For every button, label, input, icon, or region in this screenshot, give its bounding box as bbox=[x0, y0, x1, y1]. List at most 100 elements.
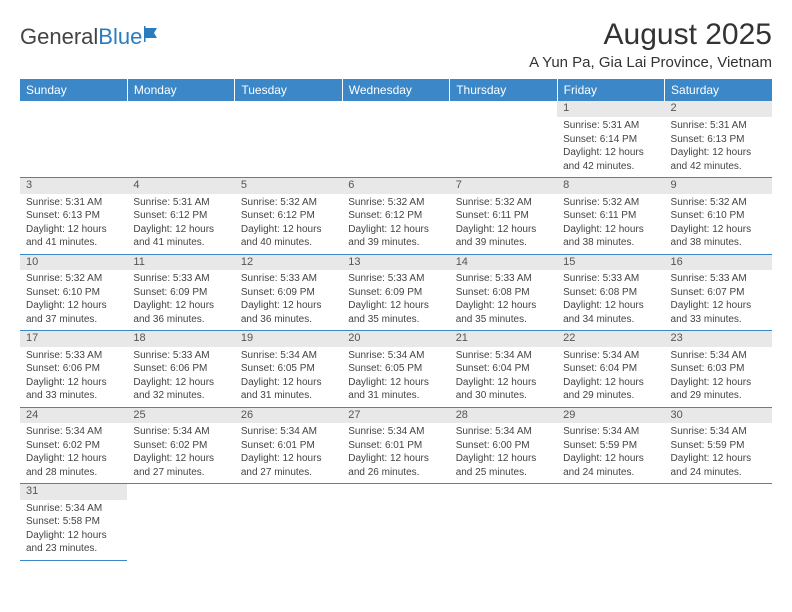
daylight-line: Daylight: 12 hours and 35 minutes. bbox=[348, 299, 443, 326]
sunrise-line: Sunrise: 5:33 AM bbox=[133, 272, 228, 286]
sunset-line: Sunset: 6:13 PM bbox=[26, 209, 121, 223]
daylight-line: Daylight: 12 hours and 24 minutes. bbox=[563, 452, 658, 479]
daylight-line: Daylight: 12 hours and 29 minutes. bbox=[671, 376, 766, 403]
day-number: 11 bbox=[127, 254, 234, 270]
day-cell bbox=[342, 117, 449, 178]
sunset-line: Sunset: 6:08 PM bbox=[456, 286, 551, 300]
day-cell: Sunrise: 5:34 AMSunset: 6:05 PMDaylight:… bbox=[235, 347, 342, 408]
weekday-header: Sunday bbox=[20, 79, 127, 101]
sunrise-line: Sunrise: 5:33 AM bbox=[348, 272, 443, 286]
day-number: 28 bbox=[450, 407, 557, 423]
day-number: 10 bbox=[20, 254, 127, 270]
sunset-line: Sunset: 6:12 PM bbox=[348, 209, 443, 223]
daylight-line: Daylight: 12 hours and 37 minutes. bbox=[26, 299, 121, 326]
month-title: August 2025 bbox=[529, 18, 772, 52]
sunset-line: Sunset: 5:58 PM bbox=[26, 515, 121, 529]
day-cell bbox=[127, 500, 234, 561]
sunrise-line: Sunrise: 5:31 AM bbox=[671, 119, 766, 133]
sunrise-line: Sunrise: 5:34 AM bbox=[563, 349, 658, 363]
sunrise-line: Sunrise: 5:31 AM bbox=[26, 196, 121, 210]
sunrise-line: Sunrise: 5:31 AM bbox=[563, 119, 658, 133]
sunrise-line: Sunrise: 5:32 AM bbox=[671, 196, 766, 210]
day-number: 29 bbox=[557, 407, 664, 423]
title-block: August 2025 A Yun Pa, Gia Lai Province, … bbox=[529, 18, 772, 71]
daylight-line: Daylight: 12 hours and 36 minutes. bbox=[241, 299, 336, 326]
daylight-line: Daylight: 12 hours and 25 minutes. bbox=[456, 452, 551, 479]
day-number: 22 bbox=[557, 331, 664, 347]
sunrise-line: Sunrise: 5:33 AM bbox=[563, 272, 658, 286]
day-cell: Sunrise: 5:34 AMSunset: 6:02 PMDaylight:… bbox=[127, 423, 234, 484]
daylight-line: Daylight: 12 hours and 33 minutes. bbox=[671, 299, 766, 326]
sunrise-line: Sunrise: 5:31 AM bbox=[133, 196, 228, 210]
daylight-line: Daylight: 12 hours and 30 minutes. bbox=[456, 376, 551, 403]
sunrise-line: Sunrise: 5:34 AM bbox=[26, 502, 121, 516]
day-cell: Sunrise: 5:33 AMSunset: 6:08 PMDaylight:… bbox=[557, 270, 664, 331]
sunset-line: Sunset: 6:07 PM bbox=[671, 286, 766, 300]
day-cell: Sunrise: 5:33 AMSunset: 6:06 PMDaylight:… bbox=[20, 347, 127, 408]
day-cell: Sunrise: 5:32 AMSunset: 6:10 PMDaylight:… bbox=[665, 194, 772, 255]
content-row: Sunrise: 5:32 AMSunset: 6:10 PMDaylight:… bbox=[20, 270, 772, 331]
location: A Yun Pa, Gia Lai Province, Vietnam bbox=[529, 54, 772, 71]
day-cell: Sunrise: 5:34 AMSunset: 6:04 PMDaylight:… bbox=[557, 347, 664, 408]
day-cell bbox=[450, 117, 557, 178]
day-cell bbox=[20, 117, 127, 178]
daylight-line: Daylight: 12 hours and 38 minutes. bbox=[671, 223, 766, 250]
sunrise-line: Sunrise: 5:34 AM bbox=[26, 425, 121, 439]
sunrise-line: Sunrise: 5:33 AM bbox=[241, 272, 336, 286]
day-number: 26 bbox=[235, 407, 342, 423]
sunset-line: Sunset: 5:59 PM bbox=[563, 439, 658, 453]
day-cell bbox=[342, 500, 449, 561]
sunset-line: Sunset: 6:09 PM bbox=[241, 286, 336, 300]
sunset-line: Sunset: 5:59 PM bbox=[671, 439, 766, 453]
sunrise-line: Sunrise: 5:33 AM bbox=[671, 272, 766, 286]
content-row: Sunrise: 5:34 AMSunset: 5:58 PMDaylight:… bbox=[20, 500, 772, 561]
sunset-line: Sunset: 6:01 PM bbox=[348, 439, 443, 453]
sunrise-line: Sunrise: 5:32 AM bbox=[241, 196, 336, 210]
sunset-line: Sunset: 6:12 PM bbox=[241, 209, 336, 223]
sunset-line: Sunset: 6:02 PM bbox=[26, 439, 121, 453]
sunrise-line: Sunrise: 5:34 AM bbox=[456, 425, 551, 439]
day-cell: Sunrise: 5:34 AMSunset: 5:59 PMDaylight:… bbox=[665, 423, 772, 484]
weekday-header: Monday bbox=[127, 79, 234, 101]
daylight-line: Daylight: 12 hours and 27 minutes. bbox=[241, 452, 336, 479]
daylight-line: Daylight: 12 hours and 35 minutes. bbox=[456, 299, 551, 326]
sunrise-line: Sunrise: 5:32 AM bbox=[348, 196, 443, 210]
day-cell: Sunrise: 5:32 AMSunset: 6:11 PMDaylight:… bbox=[557, 194, 664, 255]
daylight-line: Daylight: 12 hours and 24 minutes. bbox=[671, 452, 766, 479]
day-cell: Sunrise: 5:32 AMSunset: 6:12 PMDaylight:… bbox=[342, 194, 449, 255]
weekday-header: Saturday bbox=[665, 79, 772, 101]
daylight-line: Daylight: 12 hours and 41 minutes. bbox=[26, 223, 121, 250]
sunset-line: Sunset: 6:03 PM bbox=[671, 362, 766, 376]
sunset-line: Sunset: 6:12 PM bbox=[133, 209, 228, 223]
daynum-row: 3456789 bbox=[20, 178, 772, 194]
daylight-line: Daylight: 12 hours and 31 minutes. bbox=[241, 376, 336, 403]
day-number: 24 bbox=[20, 407, 127, 423]
header: GeneralBlue August 2025 A Yun Pa, Gia La… bbox=[20, 18, 772, 71]
day-number: 19 bbox=[235, 331, 342, 347]
day-cell: Sunrise: 5:33 AMSunset: 6:06 PMDaylight:… bbox=[127, 347, 234, 408]
content-row: Sunrise: 5:31 AMSunset: 6:14 PMDaylight:… bbox=[20, 117, 772, 178]
day-cell: Sunrise: 5:31 AMSunset: 6:13 PMDaylight:… bbox=[665, 117, 772, 178]
day-cell: Sunrise: 5:31 AMSunset: 6:14 PMDaylight:… bbox=[557, 117, 664, 178]
weekday-header: Friday bbox=[557, 79, 664, 101]
day-cell: Sunrise: 5:34 AMSunset: 6:02 PMDaylight:… bbox=[20, 423, 127, 484]
sunrise-line: Sunrise: 5:34 AM bbox=[348, 425, 443, 439]
day-cell bbox=[235, 500, 342, 561]
day-number: 1 bbox=[557, 101, 664, 117]
day-number bbox=[342, 484, 449, 500]
day-number: 12 bbox=[235, 254, 342, 270]
day-cell: Sunrise: 5:34 AMSunset: 6:04 PMDaylight:… bbox=[450, 347, 557, 408]
day-number: 18 bbox=[127, 331, 234, 347]
sunrise-line: Sunrise: 5:34 AM bbox=[348, 349, 443, 363]
day-number: 27 bbox=[342, 407, 449, 423]
daylight-line: Daylight: 12 hours and 23 minutes. bbox=[26, 529, 121, 556]
daynum-row: 12 bbox=[20, 101, 772, 117]
sunset-line: Sunset: 6:14 PM bbox=[563, 133, 658, 147]
day-cell: Sunrise: 5:32 AMSunset: 6:10 PMDaylight:… bbox=[20, 270, 127, 331]
day-cell: Sunrise: 5:31 AMSunset: 6:13 PMDaylight:… bbox=[20, 194, 127, 255]
daylight-line: Daylight: 12 hours and 33 minutes. bbox=[26, 376, 121, 403]
sunrise-line: Sunrise: 5:32 AM bbox=[456, 196, 551, 210]
day-number: 23 bbox=[665, 331, 772, 347]
daylight-line: Daylight: 12 hours and 29 minutes. bbox=[563, 376, 658, 403]
day-number: 30 bbox=[665, 407, 772, 423]
